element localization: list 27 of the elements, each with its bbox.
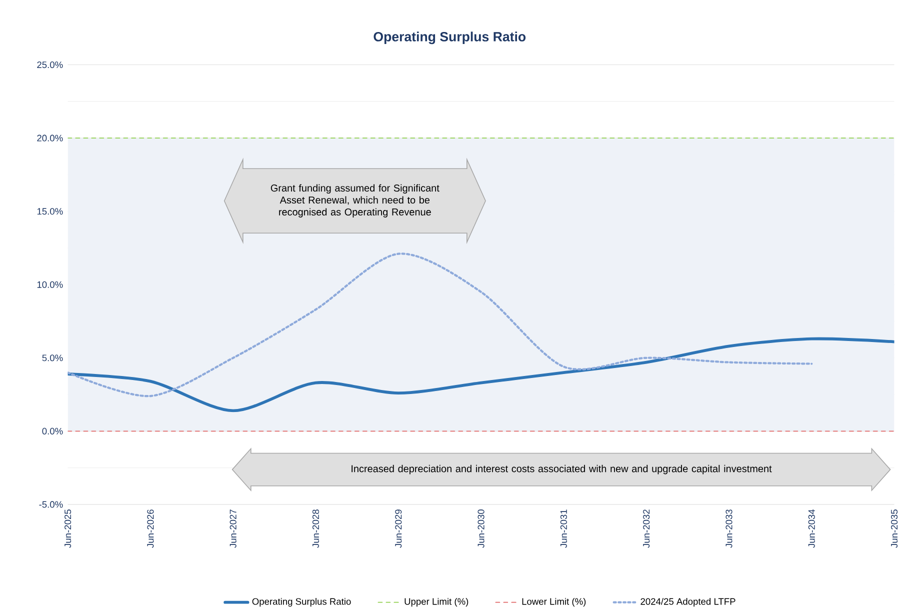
y-tick-label: 25.0% [37,62,63,68]
x-tick-label: Jun-2025 [64,510,72,548]
x-tick-label: Jun-2034 [808,509,815,548]
chart-title: Operating Surplus Ratio [374,32,526,44]
x-tick-label: Jun-2027 [230,510,236,548]
x-tick-label: Jun-2031 [560,510,567,548]
legend-label: Upper Limit (%) [404,598,468,607]
y-tick-label: 15.0% [37,208,63,215]
line-series [68,252,813,398]
line-series [68,337,894,412]
x-tick-label: Jun-2029 [395,510,402,548]
x-tick-label: Jun-2030 [478,510,484,548]
y-tick-label: 20.0% [37,134,63,142]
y-tick-label: -5.0% [39,501,63,508]
x-tick-label: Jun-2035 [890,510,898,548]
y-tick-label: 10.0% [37,281,63,288]
annotation: Increased depreciation and interest costs associated with new and upgrade capital investment [352,464,772,474]
legend-label: Operating Surplus Ratio [252,598,351,607]
annotation: Grant funding assumed for Significant Asset Renewal, which need to be recognised as Operating Revenue [270,184,440,218]
y-tick-label: 5.0% [42,354,63,362]
x-tick-label: Jun-2033 [726,510,732,548]
legend-label: 2024/25 Adopted LTFP [640,598,736,607]
x-tick-label: Jun-2032 [643,510,650,548]
y-tick-label: 0.0% [42,428,63,434]
x-tick-label: Jun-2026 [147,510,154,548]
x-tick-label: Jun-2028 [312,510,320,548]
legend-label: Lower Limit (%) [522,598,586,607]
